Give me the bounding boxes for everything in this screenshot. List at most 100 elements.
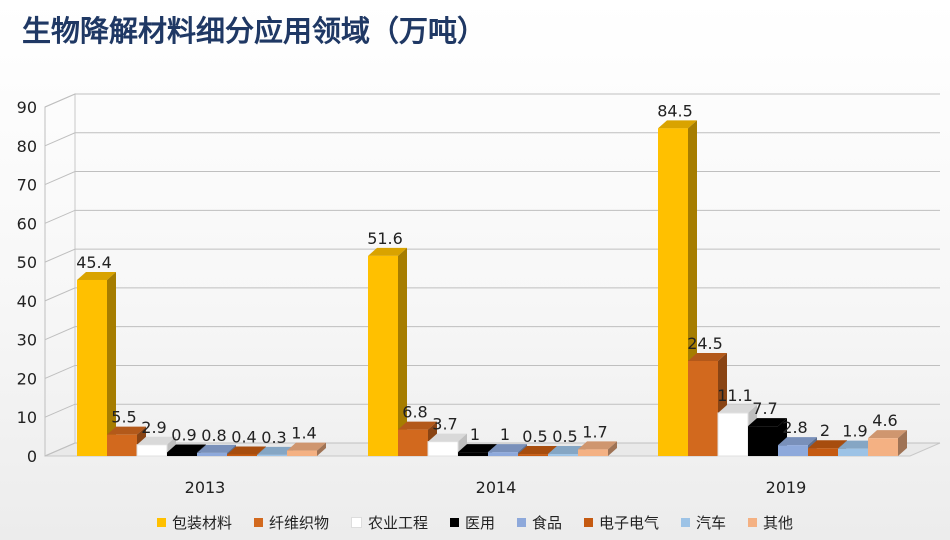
gridline <box>44 364 940 379</box>
bar-top <box>368 247 407 256</box>
bar-top <box>658 120 697 129</box>
data-label: 0.3 <box>261 428 286 447</box>
bar <box>136 444 168 457</box>
bar <box>868 438 898 456</box>
gridline <box>44 132 940 147</box>
data-label: 7.7 <box>752 399 777 418</box>
bar <box>518 454 548 456</box>
legend: 包装材料 纤维织物 农业工程 医用 食品 电子电气 汽车 其他 <box>0 512 950 533</box>
bar-side <box>317 442 326 456</box>
legend-swatch <box>681 518 691 527</box>
legend-label: 包装材料 <box>171 514 232 532</box>
bar <box>427 441 459 457</box>
bar-top <box>167 444 206 453</box>
bar <box>488 452 518 456</box>
data-label: 2.8 <box>782 418 807 437</box>
legend-swatch <box>253 518 263 527</box>
legend-swatch <box>350 517 362 528</box>
bar <box>808 448 838 456</box>
data-label: 1.4 <box>291 424 316 443</box>
bar-top <box>287 442 326 451</box>
bar-top <box>548 446 587 455</box>
bar <box>197 452 227 456</box>
bar-top <box>778 437 817 446</box>
bar <box>717 412 749 457</box>
legend-item: 包装材料 <box>156 512 232 533</box>
bar <box>368 255 398 456</box>
data-label: 51.6 <box>367 229 403 248</box>
legend-label: 农业工程 <box>367 514 428 532</box>
y-tick-label: 0 <box>27 447 37 466</box>
chart-title: 生物降解材料细分应用领域（万吨） <box>22 14 487 48</box>
bar-top <box>518 446 557 455</box>
bar <box>107 434 137 456</box>
bar-side <box>608 441 617 456</box>
legend-item: 电子电气 <box>584 512 659 533</box>
bar-side <box>107 271 116 456</box>
bar-top <box>488 444 527 453</box>
data-label: 0.4 <box>231 427 256 446</box>
bar <box>227 454 257 456</box>
legend-swatch <box>156 518 166 527</box>
data-label: 45.4 <box>76 253 112 272</box>
legend-item: 纤维织物 <box>253 512 329 533</box>
bar <box>778 445 808 456</box>
bar-top <box>868 430 907 439</box>
data-label: 2.9 <box>141 418 166 437</box>
bar-top <box>808 440 847 449</box>
gridline <box>44 209 940 224</box>
y-tick-label: 30 <box>17 331 37 350</box>
x-tick-label: 2019 <box>766 478 807 497</box>
legend-label: 纤维织物 <box>268 514 329 532</box>
y-tick-label: 60 <box>17 214 37 233</box>
data-label: 1.7 <box>582 422 607 441</box>
bar-top <box>227 446 266 455</box>
bar <box>658 128 688 457</box>
bar-top <box>688 352 727 361</box>
data-label: 1.9 <box>842 422 867 441</box>
gridline <box>44 326 940 341</box>
bar-top <box>197 444 236 453</box>
bar <box>287 450 317 456</box>
data-label: 84.5 <box>657 101 693 120</box>
bar <box>77 279 107 456</box>
data-label: 0.5 <box>552 427 577 446</box>
bar-top <box>458 444 497 453</box>
data-label: 5.5 <box>111 408 136 427</box>
bar <box>578 449 608 456</box>
legend-item: 农业工程 <box>350 512 428 533</box>
data-label: 1 <box>470 425 480 444</box>
bar <box>167 452 197 456</box>
bar-top <box>398 421 437 430</box>
legend-item: 汽车 <box>681 512 726 533</box>
legend-item: 其他 <box>748 512 793 533</box>
x-tick-label: 2013 <box>185 478 226 497</box>
data-label: 0.8 <box>201 426 226 445</box>
bar-top <box>578 441 617 450</box>
data-label: 0.5 <box>522 427 547 446</box>
bar-side <box>898 430 907 456</box>
legend-label: 医用 <box>464 514 495 532</box>
legend-label: 汽车 <box>696 514 727 532</box>
legend-swatch <box>748 518 758 527</box>
bar <box>257 454 287 456</box>
gridline <box>44 403 940 418</box>
y-tick-label: 80 <box>17 137 37 156</box>
gridline <box>44 287 940 302</box>
data-label: 6.8 <box>402 403 427 422</box>
legend-label: 电子电气 <box>599 514 660 532</box>
data-label: 0.9 <box>171 426 196 445</box>
data-label: 24.5 <box>687 334 723 353</box>
bar-top <box>748 418 787 427</box>
bar <box>748 426 778 456</box>
data-label: 11.1 <box>717 386 753 405</box>
y-tick-label: 70 <box>17 176 37 195</box>
bar-side <box>398 247 407 456</box>
legend-swatch <box>584 518 594 527</box>
gridline <box>44 93 940 108</box>
bar-top <box>838 440 877 449</box>
gridline <box>44 442 940 457</box>
legend-swatch <box>517 518 526 527</box>
bar-top <box>718 404 757 413</box>
legend-item: 食品 <box>517 512 562 533</box>
